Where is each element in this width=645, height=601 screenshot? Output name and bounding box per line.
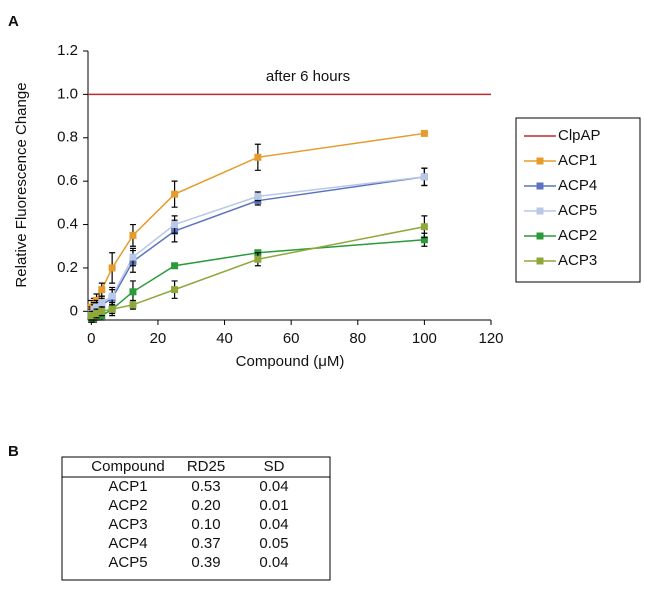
table-header: Compound (91, 458, 164, 475)
table-cell: 0.10 (191, 516, 220, 533)
marker (171, 262, 179, 270)
legend-label: ACP1 (558, 152, 597, 169)
legend-label: ClpAP (558, 127, 601, 144)
marker (420, 223, 428, 231)
marker (420, 129, 428, 137)
table-border (61, 456, 331, 581)
x-tick-label: 80 (349, 330, 366, 347)
y-tick-label: 0.2 (57, 259, 78, 276)
x-tick-label: 60 (283, 330, 300, 347)
table-cell: ACP4 (108, 535, 147, 552)
y-tick-label: 1.0 (57, 85, 78, 102)
legend-box (515, 117, 641, 283)
legend-marker (536, 257, 544, 265)
legend-label: ACP5 (558, 202, 597, 219)
x-tick-label: 120 (478, 330, 503, 347)
marker (108, 264, 116, 272)
table-cell: ACP2 (108, 497, 147, 514)
y-axis-label: Relative Fluorescence Change (13, 82, 30, 287)
x-axis-label: Compound (μM) (236, 353, 345, 370)
table-header: SD (264, 458, 285, 475)
marker (98, 307, 106, 315)
marker (254, 255, 262, 263)
marker (98, 299, 106, 307)
y-tick-label: 0.4 (57, 216, 78, 233)
marker (129, 253, 137, 261)
x-tick-label: 100 (412, 330, 437, 347)
marker (129, 288, 137, 296)
table-cell: 0.39 (191, 554, 220, 571)
table-cell: ACP3 (108, 516, 147, 533)
table-cell: 0.20 (191, 497, 220, 514)
marker (254, 192, 262, 200)
marker (171, 286, 179, 294)
marker (108, 292, 116, 300)
x-tick-label: 40 (216, 330, 233, 347)
marker (129, 301, 137, 309)
legend-label: ACP2 (558, 227, 597, 244)
marker (98, 286, 106, 294)
series-line (91, 225, 425, 317)
marker (254, 153, 262, 161)
table-cell: 0.37 (191, 535, 220, 552)
marker (420, 236, 428, 244)
marker (171, 190, 179, 198)
marker (93, 303, 101, 311)
marker (93, 309, 101, 317)
legend-label: ACP4 (558, 177, 597, 194)
y-tick-label: 0.6 (57, 172, 78, 189)
table (61, 456, 331, 581)
table-cell: 0.01 (259, 497, 288, 514)
y-tick-label: 1.2 (57, 42, 78, 59)
table-cell: ACP5 (108, 554, 147, 571)
table-cell: 0.53 (191, 478, 220, 495)
y-tick-label: 0.8 (57, 129, 78, 146)
x-tick-label: 0 (87, 330, 95, 347)
table-header: RD25 (187, 458, 225, 475)
table-cell: 0.04 (259, 478, 288, 495)
legend-label: ACP3 (558, 252, 597, 269)
legend-marker (536, 157, 544, 165)
panel-label: B (8, 443, 19, 460)
marker (171, 221, 179, 229)
marker (129, 231, 137, 239)
table-cell: 0.04 (259, 554, 288, 571)
panel-label: A (8, 13, 19, 30)
table-cell: 0.04 (259, 516, 288, 533)
table-cell: ACP1 (108, 478, 147, 495)
marker (420, 173, 428, 181)
legend-marker (536, 182, 544, 190)
annotation: after 6 hours (266, 68, 350, 85)
marker (108, 305, 116, 313)
legend-marker (536, 207, 544, 215)
table-cell: 0.05 (259, 535, 288, 552)
legend-marker (536, 232, 544, 240)
x-tick-label: 20 (150, 330, 167, 347)
y-tick-label: 0 (70, 302, 78, 319)
